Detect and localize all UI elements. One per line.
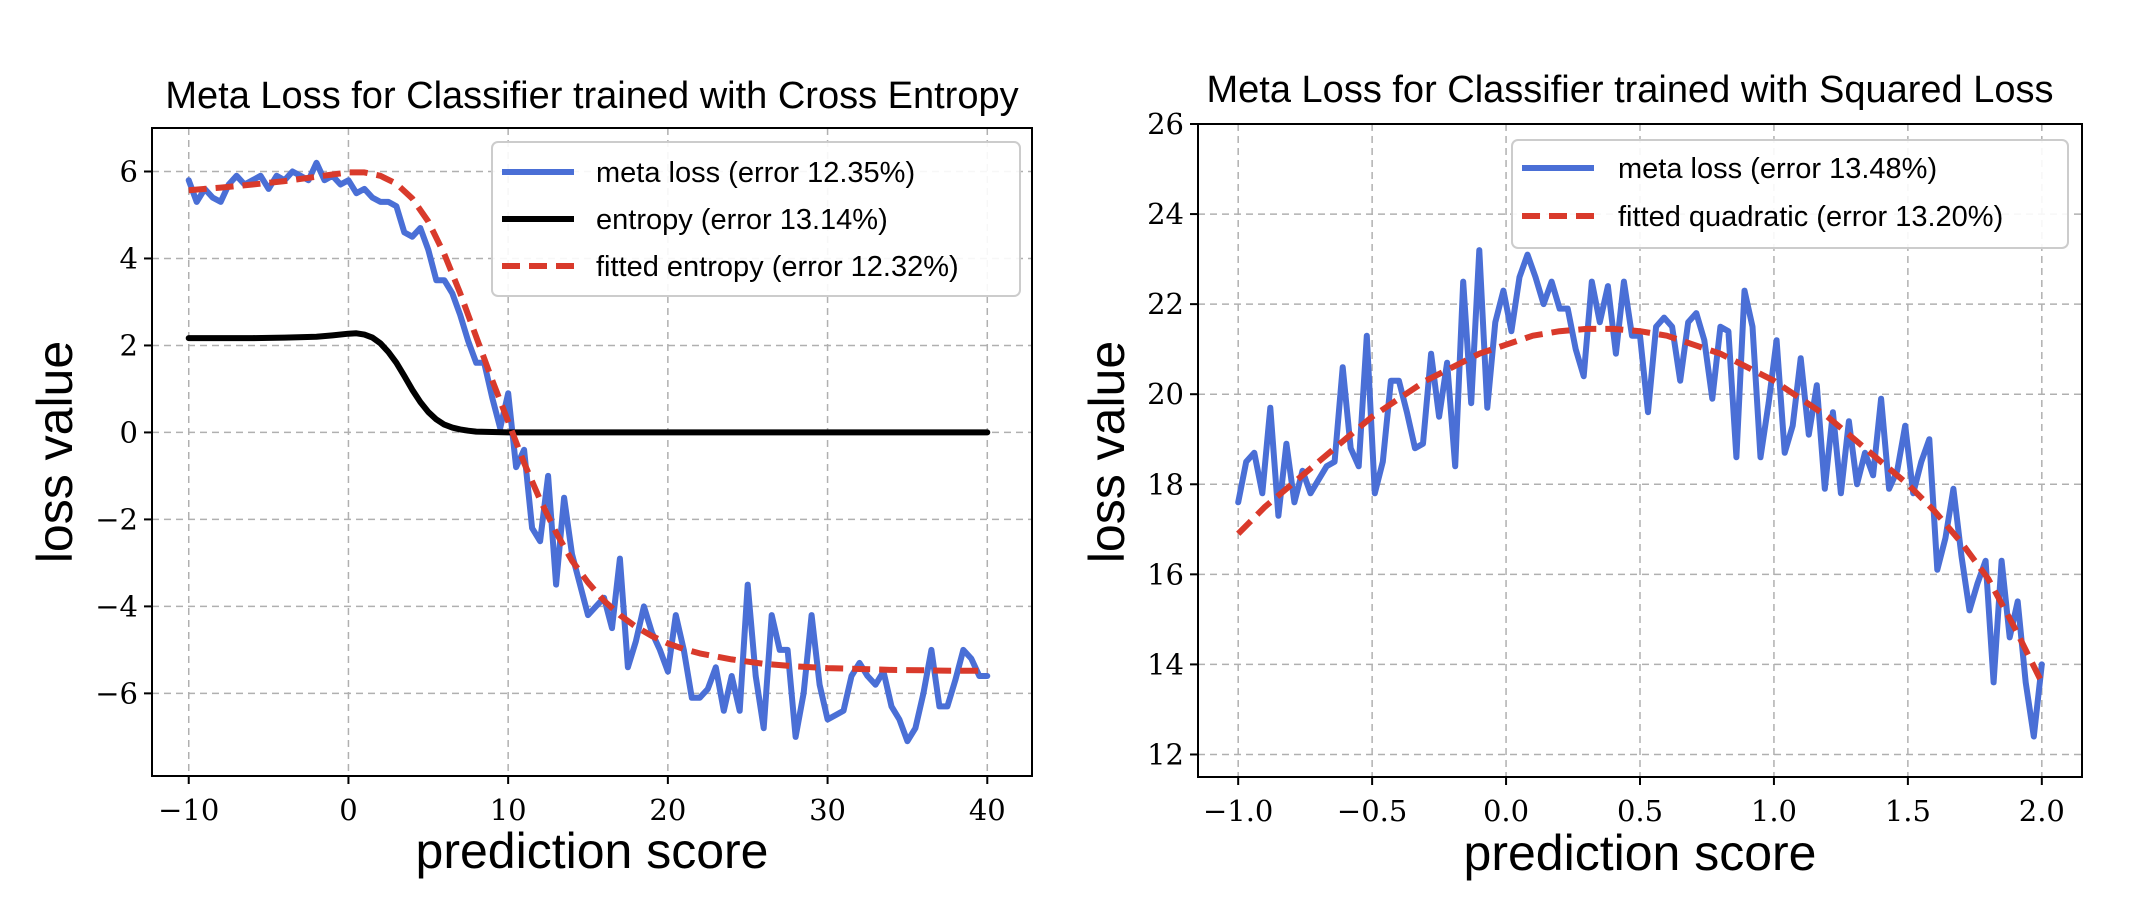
series-line-1 [185, 330, 991, 436]
x-tick-label: 40 [969, 793, 1006, 827]
legend-entry-fitted-entropy: fitted entropy (error 12.32%) [596, 251, 959, 283]
y-tick-label: 12 [1147, 737, 1184, 771]
legend-entry-meta-loss: meta loss (error 12.35%) [596, 157, 915, 189]
legend-entry-entropy: entropy (error 13.14%) [596, 204, 888, 236]
x-tick-label: 10 [490, 793, 527, 827]
y-tick-label: 22 [1147, 287, 1184, 321]
legend-box [1511, 139, 2069, 249]
x-tick-label: 2.0 [2019, 794, 2065, 828]
x-axis-label: prediction score [1464, 825, 1817, 881]
x-tick-label: −10 [158, 793, 219, 827]
x-tick-label: 30 [809, 793, 846, 827]
x-tick-label: −0.5 [1337, 794, 1407, 828]
legend: meta loss (error 13.48%) fitted quadrati… [1511, 139, 2069, 249]
y-tick-label: 24 [1147, 197, 1184, 231]
legend-entry-fitted-quadratic: fitted quadratic (error 13.20%) [1618, 201, 2003, 233]
y-tick-label: 18 [1147, 467, 1184, 501]
tick-layer: −1.0 −0.5 0.0 0.5 1.0 1.5 2.0 12 14 16 18 20 22 24 26 [1147, 107, 2065, 828]
y-tick-label: 20 [1147, 377, 1184, 411]
y-tick-label: 2 [120, 328, 138, 362]
legend: meta loss (error 12.35%) entropy (error … [491, 141, 1021, 297]
x-tick-label: 20 [649, 793, 686, 827]
plot-frame [151, 127, 1033, 777]
x-tick-label: 0.5 [1617, 794, 1663, 828]
y-tick-label: 16 [1147, 557, 1184, 591]
y-tick-label: 4 [120, 241, 138, 275]
y-tick-label: −6 [95, 676, 138, 710]
cross-entropy-chart: Meta Loss for Classifier trained with Cr… [27, 75, 1033, 879]
y-tick-label: −2 [95, 502, 138, 536]
chart-title: Meta Loss for Classifier trained with Sq… [1207, 69, 2054, 111]
legend-entry-meta-loss: meta loss (error 13.48%) [1618, 153, 1937, 185]
series-layer [185, 159, 991, 745]
legend-box [491, 141, 1021, 297]
squared-loss-chart: Meta Loss for Classifier trained with Sq… [1079, 69, 2083, 881]
chart-title: Meta Loss for Classifier trained with Cr… [165, 75, 1018, 117]
y-tick-label: −4 [95, 589, 138, 623]
series-line-0 [1235, 247, 2045, 740]
series-line-1 [1236, 325, 2045, 684]
y-tick-label: 0 [120, 415, 138, 449]
y-tick-label: 26 [1147, 107, 1184, 141]
series-line-2 [188, 169, 988, 674]
tick-layer: −10 0 10 20 30 40 −6 −4 −2 0 2 4 6 [95, 154, 1005, 827]
x-tick-label: −1.0 [1203, 794, 1273, 828]
y-tick-label: 6 [120, 154, 138, 188]
x-tick-label: 1.5 [1885, 794, 1931, 828]
x-tick-label: 0.0 [1483, 794, 1529, 828]
series-layer [1235, 247, 2045, 740]
y-tick-label: 14 [1147, 647, 1184, 681]
x-tick-label: 1.0 [1751, 794, 1797, 828]
x-axis-label: prediction score [416, 823, 769, 879]
y-axis-label: loss value [27, 341, 83, 563]
y-axis-label: loss value [1079, 341, 1135, 563]
x-tick-label: 0 [339, 793, 357, 827]
